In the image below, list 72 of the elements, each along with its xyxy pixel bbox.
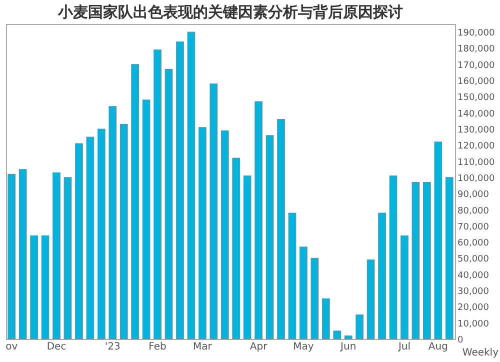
y-tick-label: 180,000	[458, 44, 495, 55]
bar	[389, 176, 398, 340]
bar	[187, 32, 196, 340]
bar	[310, 258, 319, 340]
bar	[52, 172, 60, 340]
bar	[300, 246, 308, 340]
bar	[277, 119, 285, 340]
bar	[366, 260, 375, 340]
bar	[266, 135, 274, 340]
y-tick-label: 60,000	[458, 238, 490, 249]
y-tick-label: 10,000	[458, 319, 490, 330]
bar	[30, 235, 38, 340]
bar	[64, 177, 72, 340]
bar	[108, 106, 117, 340]
y-tick-label: 140,000	[458, 109, 495, 120]
y-tick-label: 120,000	[458, 142, 495, 152]
bar	[434, 142, 442, 340]
bar	[210, 83, 218, 340]
y-tick-label: 110,000	[458, 158, 495, 168]
x-tick-label: Jul	[397, 342, 411, 352]
bar	[75, 143, 83, 340]
y-tick-label: 40,000	[458, 270, 490, 281]
y-tick-label: 0	[458, 336, 464, 346]
x-tick-label: Dec	[46, 342, 66, 352]
x-tick-label: '23	[104, 342, 120, 352]
y-tick-label: 170,000	[458, 60, 495, 71]
chart-title: 小麦国家队出色表现的关键因素分析与背后原因探讨	[57, 3, 403, 21]
bar	[176, 41, 184, 340]
bar	[198, 127, 206, 340]
y-tick-label: 30,000	[458, 287, 490, 298]
x-tick-label: Aug	[428, 342, 448, 352]
y-tick-label: 160,000	[458, 77, 495, 88]
bar	[142, 100, 150, 340]
bar	[254, 101, 262, 340]
x-tick-label: Jun	[340, 342, 356, 352]
bar	[41, 235, 50, 340]
bar	[243, 176, 252, 340]
y-tick-label: 150,000	[458, 93, 495, 104]
bar	[400, 235, 408, 340]
x-axis-title: Weekly	[462, 348, 499, 358]
bar	[445, 177, 454, 340]
bar	[356, 314, 364, 340]
y-tick-label: 80,000	[458, 206, 490, 216]
bar	[344, 335, 352, 340]
bar	[8, 174, 16, 340]
bar	[164, 68, 173, 340]
x-tick-label: Feb	[148, 342, 166, 352]
bar	[86, 136, 94, 340]
bar	[131, 64, 140, 340]
bar	[120, 124, 128, 340]
bar	[378, 212, 386, 340]
y-tick-label: 190,000	[458, 28, 495, 39]
x-tick-label: Apr	[250, 342, 268, 352]
x-tick-label: ov	[6, 342, 18, 352]
bar	[154, 50, 162, 340]
bar	[333, 330, 342, 340]
y-tick-label: 100,000	[458, 174, 495, 184]
y-tick-label: 20,000	[458, 303, 490, 314]
x-tick-label: Mar	[193, 342, 213, 352]
y-tick-label: 50,000	[458, 254, 490, 265]
bar	[412, 182, 420, 340]
bar	[220, 130, 229, 340]
y-tick-label: 90,000	[458, 190, 490, 200]
bar	[232, 158, 240, 340]
bar	[423, 182, 431, 340]
bar	[97, 128, 106, 340]
bar	[322, 298, 330, 340]
y-tick-label: 70,000	[458, 222, 490, 232]
x-tick-label: May	[293, 342, 314, 352]
bar	[288, 212, 296, 340]
bar	[18, 169, 27, 340]
y-tick-label: 130,000	[458, 126, 495, 136]
